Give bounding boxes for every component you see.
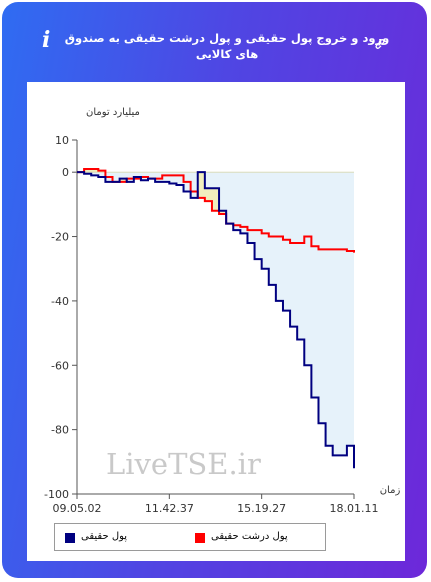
x-axis-label: زمان (380, 485, 401, 496)
chart-svg: میلیارد تومان زمان 10 0 -20 -40 -60 -80 -100 0… (44, 107, 401, 515)
y-tick-label: -20 (51, 231, 69, 244)
chart-card: i ورود و خروج پول حقیقی و پول درشت حقیقی… (2, 2, 427, 578)
area-fill-real-money (77, 172, 354, 469)
y-tick-label: -80 (51, 424, 69, 437)
y-tick-label: -100 (44, 488, 69, 501)
x-tick-label: 11.42.37 (145, 502, 194, 515)
link-icon[interactable] (374, 35, 386, 54)
legend-swatch-real-money (65, 533, 75, 543)
chart-title: ورود و خروج پول حقیقی و پول درشت حقیقی ب… (64, 31, 390, 61)
y-tick-label: 10 (55, 134, 69, 147)
y-tick-label: -40 (51, 295, 69, 308)
y-tick-label: -60 (51, 359, 69, 372)
x-tick-label: 15.19.27 (237, 502, 286, 515)
series-line-real-money (77, 171, 355, 469)
x-tick-label: 18.01.11 (330, 502, 379, 515)
y-tick-label: 0 (62, 166, 69, 179)
legend-swatch-big-real-money (195, 533, 205, 543)
y-axis-label: میلیارد تومان (86, 107, 140, 118)
watermark: LiveTSE.ir (106, 447, 261, 481)
legend-item-big-real-money[interactable]: پول درشت حقیقی (195, 531, 320, 545)
chart-legend: پول حقیقی پول درشت حقیقی (54, 523, 326, 551)
info-icon[interactable]: i (42, 27, 51, 53)
x-tick-label: 09.05.02 (53, 502, 102, 515)
legend-label-big-real-money: پول درشت حقیقی (211, 531, 288, 542)
legend-item-real-money[interactable]: پول حقیقی (65, 531, 175, 545)
legend-label-real-money: پول حقیقی (81, 531, 128, 542)
